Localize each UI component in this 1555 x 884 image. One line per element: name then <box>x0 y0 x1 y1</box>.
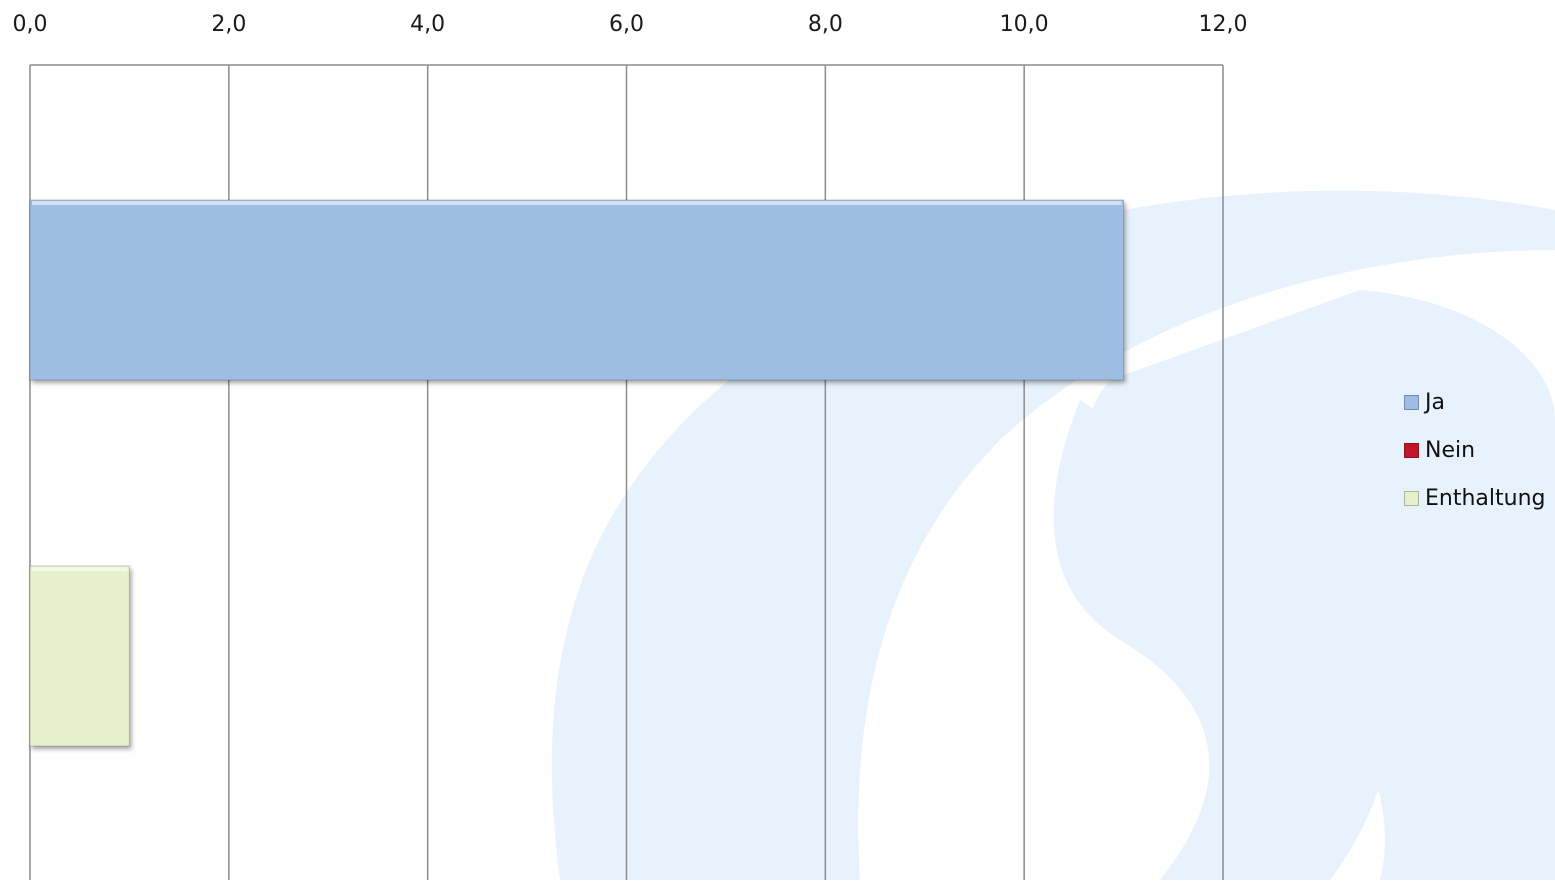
legend-label-nein: Nein <box>1425 437 1476 463</box>
x-tick-label: 4,0 <box>410 12 445 37</box>
x-tick-label: 6,0 <box>609 12 644 37</box>
x-tick-label: 0,0 <box>13 12 48 37</box>
x-axis-ticks: 0,0 2,0 4,0 6,0 8,0 10,0 12,0 <box>13 12 1248 37</box>
legend-item-nein: Nein <box>1404 426 1545 474</box>
bars <box>29 199 1125 747</box>
x-tick-label: 2,0 <box>211 12 246 37</box>
legend: Ja Nein Enthaltung <box>1404 378 1545 522</box>
legend-swatch-enthaltung <box>1404 490 1419 506</box>
watermark-strand <box>1053 400 1391 880</box>
bar-highlight <box>32 567 128 571</box>
legend-item-ja: Ja <box>1404 378 1545 426</box>
bar-ja <box>29 199 1125 381</box>
legend-swatch-ja <box>1404 394 1419 410</box>
legend-label-enthaltung: Enthaltung <box>1425 485 1546 511</box>
bar-enthaltung <box>29 565 130 747</box>
legend-swatch-nein <box>1404 442 1419 458</box>
x-tick-label: 8,0 <box>808 12 843 37</box>
x-tick-label: 10,0 <box>1000 12 1049 37</box>
bar-highlight <box>32 201 1122 205</box>
legend-item-enthaltung: Enthaltung <box>1404 474 1545 522</box>
grid-lines <box>29 64 1224 880</box>
legend-label-ja: Ja <box>1425 389 1445 415</box>
x-tick-label: 12,0 <box>1199 12 1248 37</box>
